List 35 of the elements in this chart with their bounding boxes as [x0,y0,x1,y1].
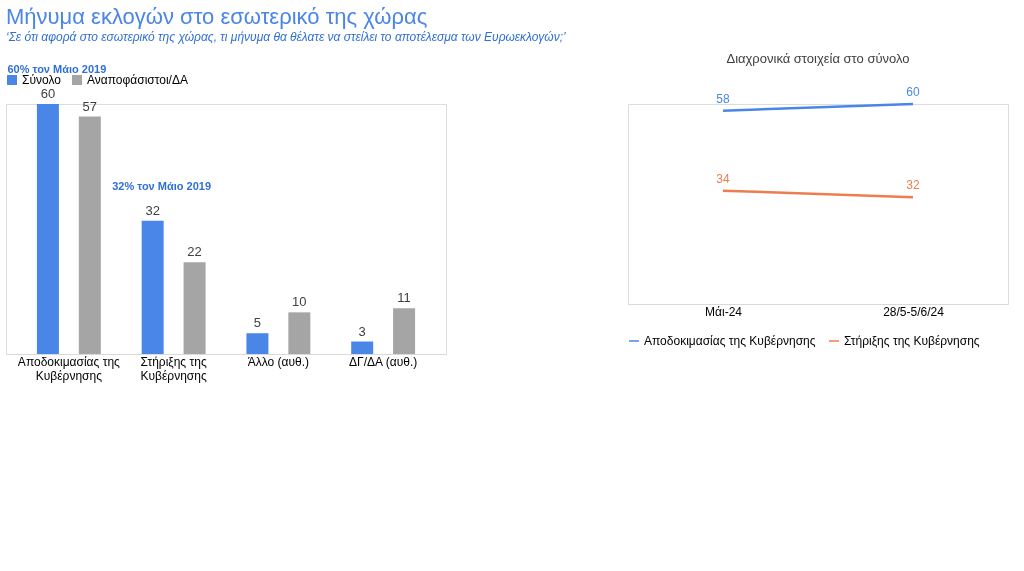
data-label: 32 [906,178,920,193]
data-label: 11 [397,290,411,306]
legend-label: Αναποφάσιστοι/ΔΑ [87,73,188,87]
data-label: 34 [716,171,730,186]
legend-label: Στήριξης της Κυβέρνησης [844,334,980,348]
text: 60% τον Μάιο 2019 [7,63,107,75]
data-label: 5 [253,315,262,331]
bar [393,308,416,354]
bar [246,333,269,354]
data-label: 3 [358,323,366,339]
bar [183,262,206,354]
data-label: 60 [906,85,920,99]
x-tick-label: Μάι-24 [705,304,743,319]
data-label: 32 [145,202,160,218]
chart-title: Διαχρονικά στοιχεία στο σύνολο [726,51,910,66]
x-tick-label: Άλλο (αυθ.) [247,354,310,369]
bar [141,220,164,354]
legend-label: Σύνολο [22,73,62,87]
data-label: 10 [292,294,307,310]
data-label: 58 [716,91,730,106]
chart-subtitle: ‘Σε ότι αφορά στο εσωτερικό της χώρας, τι μήνυμα θα θέλατε να στείλει το αποτέλεσμα των Ευρωεκλογών;’ [6,30,566,44]
legend-label: Αποδοκιμασίας της Κυβέρνησης [644,334,816,348]
x-tick-label: Αποδοκιμασίας της Κυβέρνησης [17,354,121,383]
annotation: 32% τον Μάιο 2019 [112,179,212,192]
x-tick-label: 28/5-5/6/24 [883,304,945,319]
x-tick-label: Στήριξης της Κυβέρνησης [140,354,207,383]
bar [288,312,311,354]
bar [78,116,101,354]
data-label: 22 [187,244,202,260]
data-label: 60 [40,86,56,101]
bar [351,341,374,354]
chart-title: Μήνυμα εκλογών στο εσωτερικό της χώρας [6,4,428,29]
bar [36,104,59,354]
x-tick-label: ΔΓ/ΔΑ (αυθ.) [349,354,418,369]
data-label: 57 [82,98,98,114]
